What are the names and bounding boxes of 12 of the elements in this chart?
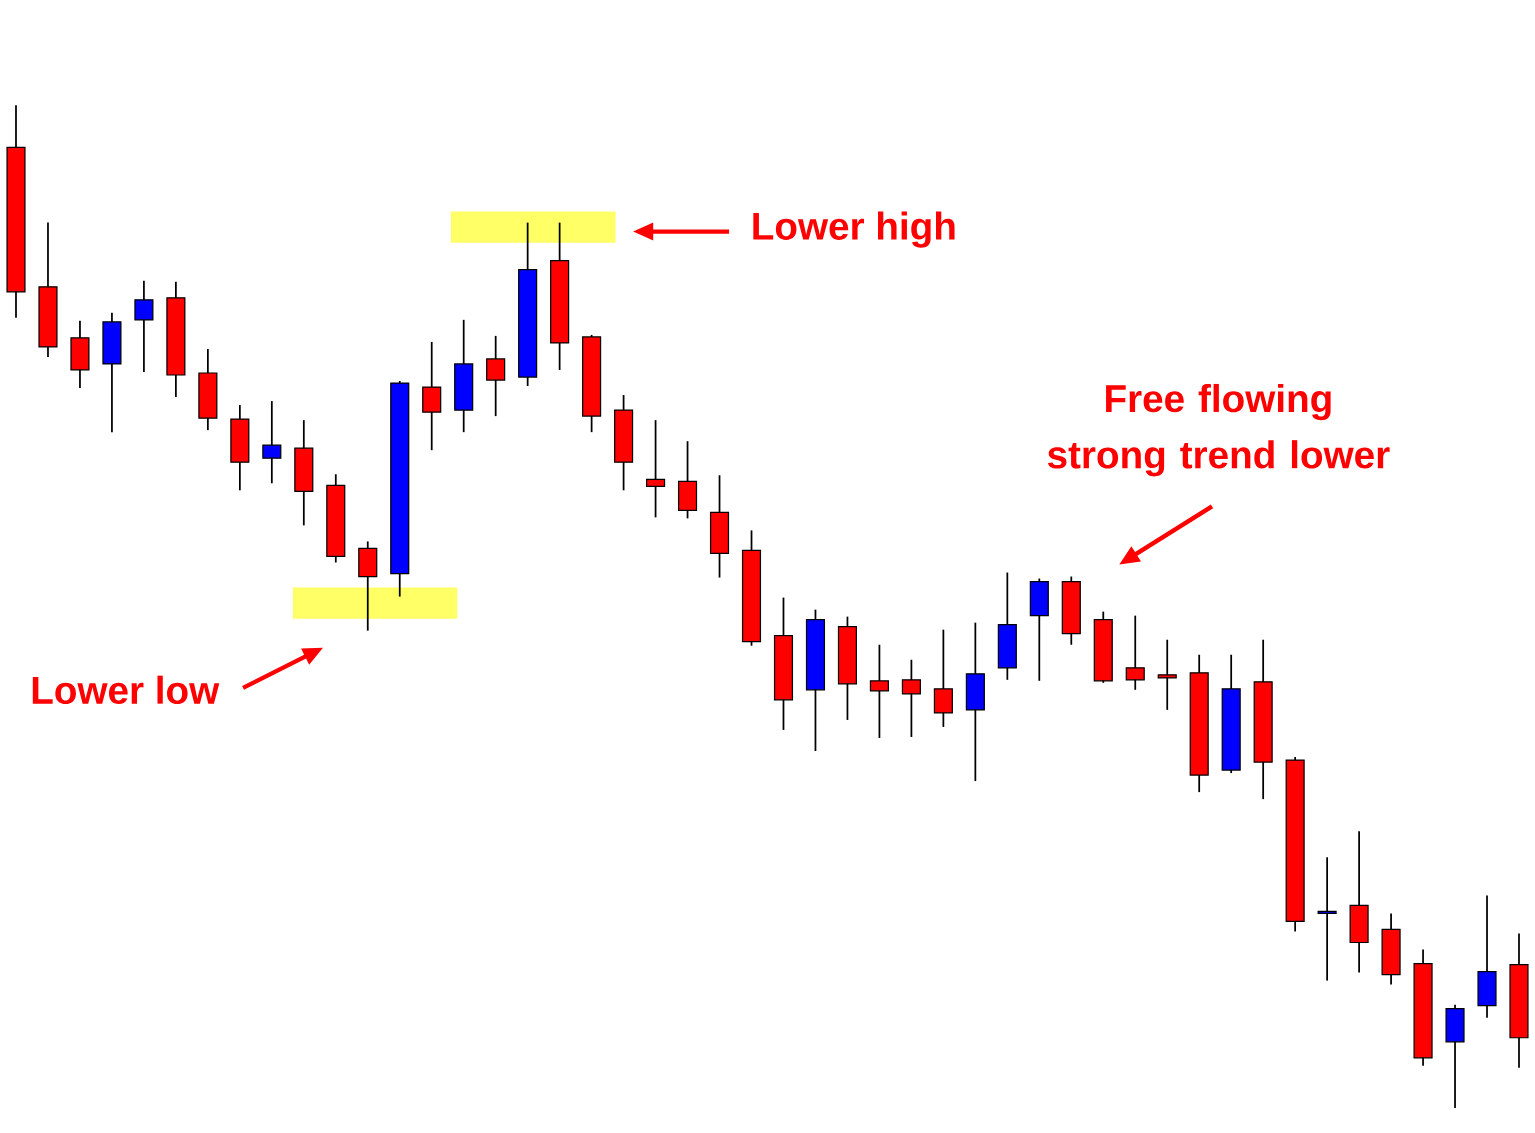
- candlestick: [134, 279, 154, 373]
- annotation: Free flowing strong trend lower: [1047, 383, 1390, 477]
- candlestick: [486, 335, 506, 417]
- candlestick: [1157, 638, 1177, 711]
- candlestick: [1317, 856, 1337, 982]
- candlestick: [901, 658, 921, 738]
- annotation: Lower low: [32, 675, 220, 705]
- candlestick: [262, 400, 282, 485]
- candlestick: [869, 643, 889, 739]
- candlestick: [1125, 614, 1145, 691]
- annotation: Lower high: [753, 211, 955, 248]
- candlestick: [646, 419, 666, 519]
